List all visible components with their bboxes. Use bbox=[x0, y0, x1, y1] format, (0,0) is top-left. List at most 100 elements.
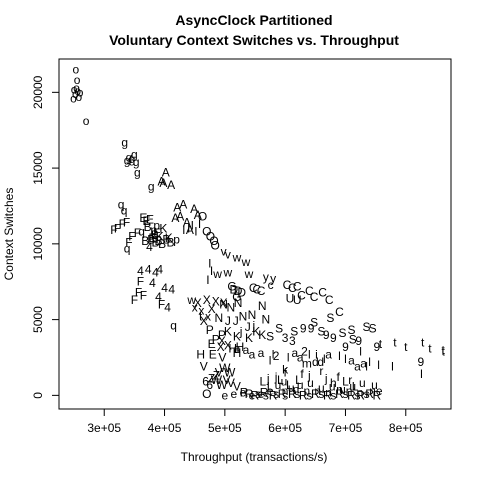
data-point: 2 bbox=[301, 344, 308, 358]
data-point: l bbox=[368, 355, 371, 369]
data-point: J bbox=[225, 314, 231, 328]
data-point: a bbox=[291, 346, 298, 360]
data-point: R bbox=[260, 385, 269, 399]
data-point: u bbox=[371, 378, 378, 392]
data-point: h bbox=[330, 376, 337, 390]
x-tick-label: 5e+05 bbox=[208, 421, 242, 435]
data-point: d bbox=[312, 355, 319, 369]
data-point: A bbox=[159, 176, 167, 190]
y-axis-label: Context Switches bbox=[2, 188, 16, 281]
data-point: X bbox=[224, 338, 232, 352]
data-point: F bbox=[128, 229, 135, 243]
data-point: a bbox=[234, 341, 241, 355]
data-point: L bbox=[286, 378, 293, 392]
data-point: l bbox=[365, 360, 368, 374]
data-point: o bbox=[74, 73, 81, 87]
data-point: 2 bbox=[273, 349, 280, 363]
data-point: E bbox=[148, 231, 156, 245]
data-point: e bbox=[240, 385, 247, 399]
data-point: R bbox=[372, 388, 381, 402]
data-point: N bbox=[262, 313, 271, 327]
data-point: s bbox=[255, 387, 261, 401]
data-point: s bbox=[263, 388, 269, 402]
data-point: K bbox=[224, 325, 232, 339]
x-tick-label: 3e+05 bbox=[87, 421, 121, 435]
data-point: s bbox=[318, 387, 324, 401]
data-point: w bbox=[186, 293, 196, 307]
data-point: R bbox=[365, 387, 374, 401]
x-axis: 3e+05 4e+05 5e+05 6e+05 7e+05 8e+05 bbox=[87, 409, 423, 435]
data-point: L bbox=[295, 373, 302, 387]
data-point: F bbox=[158, 297, 165, 311]
data-point: N bbox=[258, 299, 267, 313]
data-point: y bbox=[270, 272, 276, 286]
data-point: j bbox=[251, 319, 255, 333]
data-point: D bbox=[230, 282, 239, 296]
data-point: n bbox=[282, 384, 289, 398]
data-point: X bbox=[220, 296, 228, 310]
data-point: a bbox=[325, 347, 332, 361]
data-point: F bbox=[140, 288, 147, 302]
data-point: w bbox=[212, 267, 222, 281]
data-point: V bbox=[200, 360, 208, 374]
data-point: j bbox=[266, 372, 270, 386]
data-point: D bbox=[234, 284, 243, 298]
data-point: S bbox=[338, 326, 346, 340]
data-point: B bbox=[151, 235, 159, 249]
data-point: 6 bbox=[202, 375, 209, 389]
data-point: Z bbox=[208, 372, 215, 386]
data-point: 9 bbox=[323, 328, 330, 342]
data-point: t bbox=[421, 335, 425, 349]
data-point: K bbox=[252, 325, 260, 339]
data-point: s bbox=[282, 388, 288, 402]
data-point: L bbox=[267, 379, 274, 393]
data-point: g bbox=[121, 135, 128, 149]
data-point: O bbox=[211, 238, 220, 252]
data-point: B bbox=[154, 234, 162, 248]
data-point: U bbox=[293, 293, 302, 307]
data-point: g bbox=[124, 154, 131, 168]
data-point: B bbox=[147, 232, 155, 246]
data-point: F bbox=[119, 217, 126, 231]
data-point: X bbox=[203, 293, 211, 307]
data-point: V bbox=[223, 373, 231, 387]
data-point: 4 bbox=[164, 300, 171, 314]
data-point: o bbox=[73, 81, 80, 95]
data-point: m bbox=[302, 357, 312, 371]
data-point: C bbox=[305, 284, 314, 298]
data-point: G bbox=[232, 290, 241, 304]
data-point: g bbox=[148, 179, 155, 193]
data-point: 4 bbox=[145, 263, 152, 277]
data-point: H bbox=[236, 340, 245, 354]
x-tick-label: 7e+05 bbox=[329, 421, 363, 435]
data-point: q bbox=[170, 319, 177, 333]
data-point: I bbox=[206, 273, 209, 287]
data-point: S bbox=[326, 311, 334, 325]
data-point: B bbox=[158, 237, 166, 251]
data-point: A bbox=[179, 197, 187, 211]
x-tick-label: 6e+05 bbox=[268, 421, 302, 435]
data-point: 4 bbox=[152, 266, 159, 280]
data-point: O bbox=[206, 229, 215, 243]
data-point: V bbox=[215, 366, 223, 380]
data-point: O bbox=[198, 210, 207, 224]
data-point: q bbox=[124, 241, 131, 255]
data-point: l bbox=[269, 354, 272, 368]
y-tick-label: 0 bbox=[31, 392, 45, 399]
data-point: n bbox=[325, 385, 332, 399]
data-point: 4 bbox=[161, 281, 168, 295]
data-point: l bbox=[391, 360, 394, 374]
data-point: u bbox=[275, 378, 282, 392]
data-point: C bbox=[257, 284, 266, 298]
data-point: 9 bbox=[418, 355, 425, 369]
data-point: A bbox=[186, 223, 194, 237]
data-point: C bbox=[293, 279, 302, 293]
data-point: I bbox=[194, 225, 197, 239]
data-point: A bbox=[183, 216, 191, 230]
data-point: o bbox=[73, 63, 80, 77]
data-point: V bbox=[233, 379, 241, 393]
data-point: q bbox=[138, 225, 145, 239]
data-point: E bbox=[142, 214, 150, 228]
data-point: X bbox=[212, 294, 220, 308]
data-point: W bbox=[219, 361, 231, 375]
